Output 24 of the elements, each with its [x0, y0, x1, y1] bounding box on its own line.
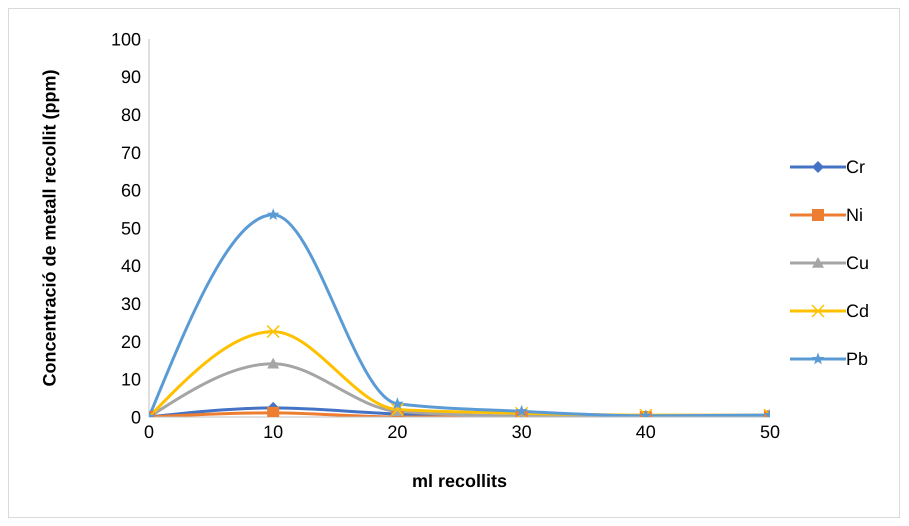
x-tick-label: 30: [512, 422, 532, 442]
y-tick-label: 20: [120, 332, 141, 352]
legend-label: Cu: [846, 252, 869, 274]
y-tick-label: 90: [120, 67, 141, 88]
y-tick-label: 30: [120, 294, 141, 314]
x-tick-label: 20: [387, 422, 408, 442]
y-tick-label: 60: [120, 180, 141, 201]
legend-label: Cr: [846, 156, 865, 178]
x-tick-label: 50: [760, 422, 780, 442]
y-tick-label: 50: [120, 218, 141, 238]
x-tick-label: 0: [144, 422, 154, 442]
y-tick-label: 40: [120, 256, 141, 276]
y-tick-label: 0: [130, 407, 141, 428]
legend-label: Pb: [846, 348, 868, 370]
y-tick-label: 70: [120, 142, 141, 163]
legend-label: Ni: [846, 204, 863, 226]
y-axis-title: Concentració de metall recollit (ppm): [39, 69, 60, 387]
y-tick-label: 10: [120, 370, 141, 390]
y-tick-label: 80: [120, 104, 141, 125]
x-tick-label: 40: [636, 422, 656, 442]
x-tick-label: 10: [263, 422, 284, 442]
legend-label: Cd: [846, 300, 869, 322]
y-tick-label: 100: [110, 29, 141, 50]
x-axis-title: ml recollits: [412, 471, 508, 491]
